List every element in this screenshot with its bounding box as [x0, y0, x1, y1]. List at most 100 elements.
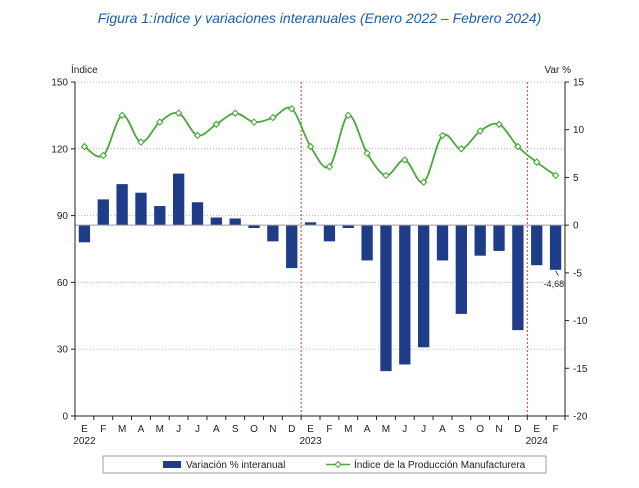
- year-label: 2023: [299, 436, 322, 447]
- left-tick-label: 0: [62, 412, 68, 423]
- legend-bar-swatch: [163, 461, 181, 468]
- bar-11: [286, 225, 298, 269]
- year-label: 2024: [526, 436, 549, 447]
- right-tick-label: -10: [573, 316, 588, 327]
- bar-10: [267, 225, 279, 242]
- left-axis-label: Índice: [71, 63, 98, 76]
- bar-24: [531, 225, 543, 266]
- bar-16: [380, 225, 392, 372]
- bar-3: [135, 192, 147, 226]
- line-point-7: [212, 120, 221, 129]
- left-tick-label: 60: [57, 278, 69, 289]
- bar-14: [342, 225, 354, 229]
- legend-box: [102, 455, 547, 474]
- bar-4: [154, 206, 166, 226]
- line-point-17: [401, 156, 409, 164]
- line-point-1: [99, 151, 108, 160]
- x-tick-label: J: [195, 424, 200, 435]
- bar-8: [229, 218, 241, 226]
- bar-19: [436, 225, 449, 261]
- bar-series: [78, 173, 562, 372]
- line-point-13: [325, 162, 334, 171]
- x-tick-label: F: [326, 424, 332, 435]
- line-point-20: [457, 145, 466, 153]
- x-tick-label: D: [514, 424, 521, 435]
- line-point-9: [250, 118, 258, 126]
- line-point-15: [363, 149, 371, 158]
- line-point-10: [269, 113, 277, 122]
- legend-line-marker: [334, 460, 342, 469]
- line-point-12: [306, 142, 315, 151]
- x-tick-label: S: [232, 424, 239, 435]
- bar-15: [361, 225, 373, 261]
- bar-25: [549, 225, 562, 270]
- line-point-14: [344, 111, 353, 120]
- line-point-3: [137, 138, 145, 146]
- bar-23: [512, 225, 524, 331]
- left-tick-label: 120: [51, 144, 68, 155]
- x-tick-label: M: [156, 424, 164, 435]
- bar-9: [248, 225, 260, 229]
- line-point-4: [156, 118, 164, 126]
- bar-5: [173, 173, 185, 226]
- x-tick-label: F: [553, 424, 559, 435]
- axes: 0 30 60 90 120 150 -20 -15 -10 -5 0 5 10 15 Índice Var …: [51, 63, 588, 447]
- line-point-19: [438, 131, 447, 140]
- line-point-18: [419, 178, 428, 186]
- bar-22: [493, 225, 505, 251]
- bar-13: [323, 225, 336, 242]
- x-tick-label: S: [458, 424, 465, 435]
- line-point-24: [532, 158, 541, 166]
- x-tick-label: E: [81, 424, 88, 435]
- line-point-16: [382, 171, 390, 180]
- annotation-label: -4,68: [544, 279, 565, 289]
- line-point-23: [514, 142, 522, 151]
- x-tick-label: J: [402, 424, 407, 435]
- line-point-5: [174, 109, 183, 117]
- x-tick-label: M: [382, 424, 390, 435]
- x-tick-label: E: [307, 424, 314, 435]
- bar-7: [210, 217, 222, 226]
- line-series: [80, 104, 560, 186]
- x-tick-label: J: [176, 424, 181, 435]
- right-tick-label: 0: [573, 221, 579, 232]
- annotation-pointer: [555, 270, 559, 277]
- legend-line-label: Índice de la Producción Manufacturera: [354, 458, 526, 471]
- bar-0: [78, 225, 91, 243]
- x-tick-label: A: [364, 424, 371, 435]
- index-line: [83, 106, 557, 184]
- year-label: 2022: [73, 436, 96, 447]
- bar-1: [97, 199, 109, 226]
- bar-21: [474, 225, 486, 256]
- line-point-8: [231, 109, 239, 117]
- gridlines: [75, 81, 565, 350]
- legend-bar-label: Variación % interanual: [186, 460, 285, 471]
- x-tick-label: A: [439, 424, 446, 435]
- chart-title: Figura 1:índice y variaciones interanual…: [97, 10, 542, 26]
- x-tick-label: D: [288, 424, 295, 435]
- line-point-2: [118, 111, 126, 120]
- right-axis-label: Var %: [545, 65, 572, 76]
- x-tick-label: N: [269, 424, 276, 435]
- x-tick-label: A: [138, 424, 145, 435]
- bar-6: [191, 202, 204, 226]
- line-point-25: [551, 171, 560, 180]
- line-point-11: [287, 104, 296, 113]
- bar-2: [116, 184, 128, 226]
- x-tick-label: M: [118, 424, 126, 435]
- right-tick-label: -20: [573, 412, 588, 423]
- x-tick-label: E: [533, 424, 540, 435]
- left-tick-label: 90: [57, 211, 69, 222]
- x-tick-label: J: [421, 424, 426, 435]
- right-tick-label: 5: [573, 173, 579, 184]
- bar-18: [418, 225, 430, 348]
- line-point-21: [476, 127, 484, 135]
- right-tick-label: -15: [573, 364, 588, 375]
- x-tick-label: M: [344, 424, 352, 435]
- x-tick-label: A: [213, 424, 220, 435]
- x-tick-label: N: [495, 424, 502, 435]
- line-point-22: [495, 120, 503, 129]
- line-point-6: [193, 131, 202, 140]
- x-tick-label: O: [250, 424, 258, 435]
